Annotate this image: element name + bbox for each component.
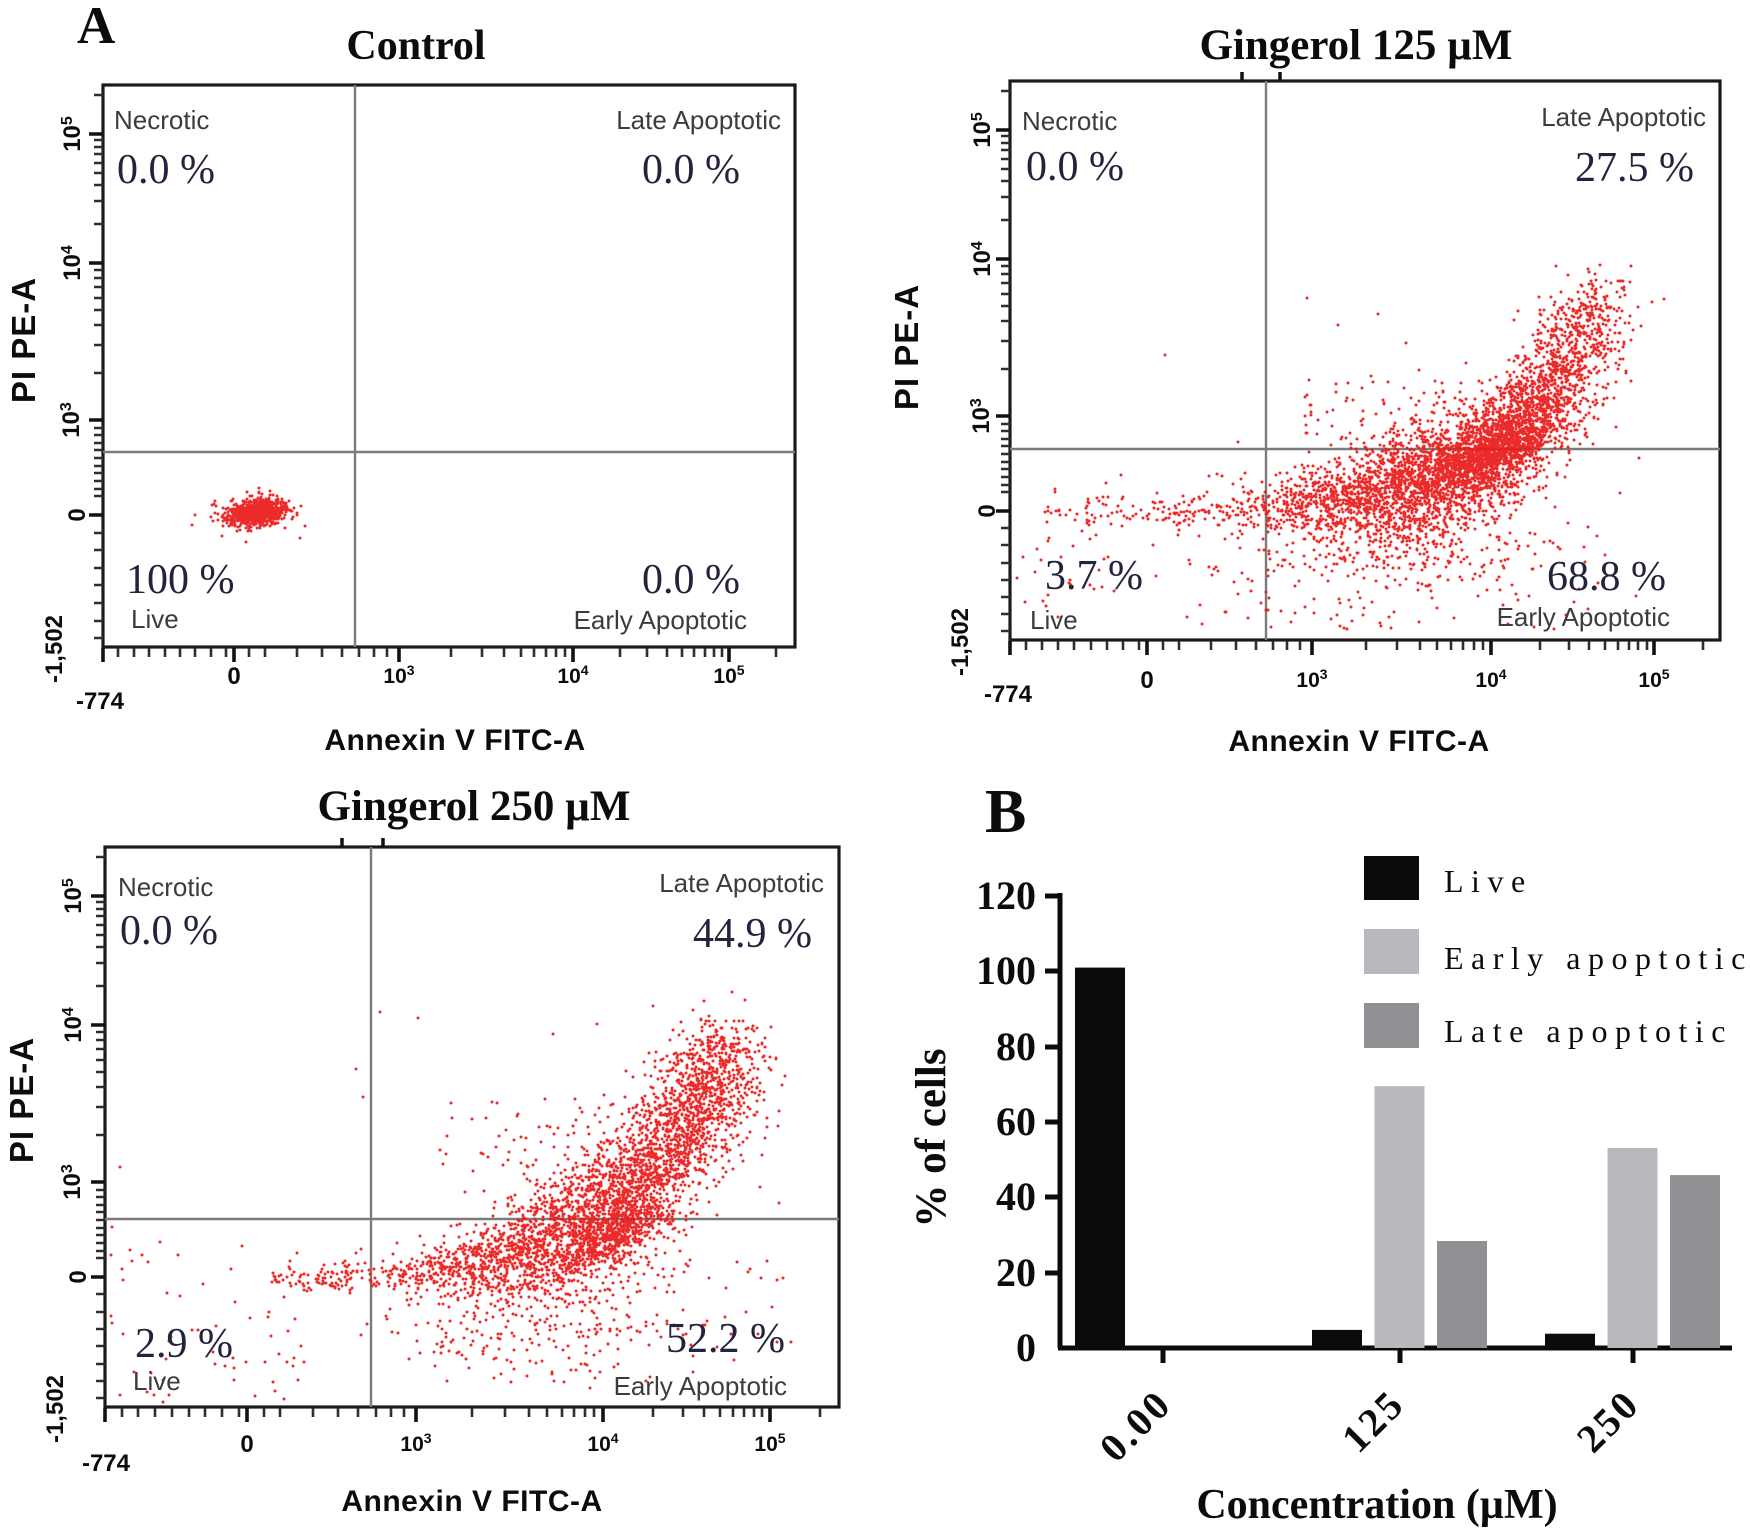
svg-text:Annexin V FITC-A: Annexin V FITC-A xyxy=(341,1485,602,1518)
svg-text:-1,502: -1,502 xyxy=(947,608,974,676)
svg-text:60: 60 xyxy=(996,1099,1036,1144)
svg-text:PI PE-A: PI PE-A xyxy=(3,1037,40,1163)
svg-text:0.0 %: 0.0 % xyxy=(1026,144,1124,190)
svg-text:0.0 %: 0.0 % xyxy=(120,908,218,954)
svg-text:Necrotic: Necrotic xyxy=(1022,106,1117,136)
svg-text:Early Apoptotic: Early Apoptotic xyxy=(614,1371,787,1401)
svg-text:Early Apoptotic: Early Apoptotic xyxy=(1497,602,1670,632)
svg-text:Live: Live xyxy=(131,604,179,634)
svg-text:0.0 %: 0.0 % xyxy=(117,147,215,193)
svg-text:27.5 %: 27.5 % xyxy=(1575,145,1694,191)
svg-text:0: 0 xyxy=(1016,1325,1036,1370)
svg-text:Late Apoptotic: Late Apoptotic xyxy=(1541,102,1706,132)
svg-text:Live: Live xyxy=(1444,863,1533,899)
svg-text:0: 0 xyxy=(65,1270,92,1283)
svg-text:20: 20 xyxy=(996,1250,1036,1295)
svg-text:Early Apoptotic: Early Apoptotic xyxy=(574,605,747,635)
svg-text:44.9 %: 44.9 % xyxy=(693,911,812,957)
svg-text:100: 100 xyxy=(976,948,1036,993)
svg-text:120: 120 xyxy=(976,873,1036,918)
svg-text:Necrotic: Necrotic xyxy=(118,872,213,902)
svg-text:Annexin V FITC-A: Annexin V FITC-A xyxy=(1228,725,1489,758)
svg-text:-774: -774 xyxy=(984,681,1033,708)
svg-text:0: 0 xyxy=(1140,667,1153,694)
svg-text:0.0 %: 0.0 % xyxy=(642,147,740,193)
svg-text:A: A xyxy=(77,0,115,55)
svg-text:Gingerol 125 µM: Gingerol 125 µM xyxy=(1199,22,1512,69)
svg-text:0: 0 xyxy=(240,1431,253,1458)
svg-text:0: 0 xyxy=(64,508,91,521)
svg-text:PI PE-A: PI PE-A xyxy=(5,277,42,403)
svg-text:B: B xyxy=(985,778,1026,846)
svg-text:2.9 %: 2.9 % xyxy=(135,1321,233,1367)
svg-text:0: 0 xyxy=(974,504,1001,517)
svg-text:-1,502: -1,502 xyxy=(41,615,68,683)
svg-text:0.0 %: 0.0 % xyxy=(642,557,740,603)
svg-text:Live: Live xyxy=(133,1366,181,1396)
svg-text:PI PE-A: PI PE-A xyxy=(888,284,925,410)
svg-text:40: 40 xyxy=(996,1174,1036,1219)
svg-text:Late Apoptotic: Late Apoptotic xyxy=(659,868,824,898)
svg-text:100 %: 100 % xyxy=(126,557,235,603)
svg-text:68.8 %: 68.8 % xyxy=(1547,554,1666,600)
svg-text:% of cells: % of cells xyxy=(908,1048,955,1227)
svg-text:Late Apoptotic: Late Apoptotic xyxy=(616,105,781,135)
svg-text:Early apoptotic: Early apoptotic xyxy=(1444,940,1750,976)
svg-text:Late apoptotic: Late apoptotic xyxy=(1444,1013,1733,1049)
svg-text:52.2 %: 52.2 % xyxy=(666,1316,785,1362)
svg-text:-774: -774 xyxy=(82,1450,131,1477)
svg-text:Control: Control xyxy=(346,23,485,69)
svg-text:-1,502: -1,502 xyxy=(42,1375,69,1443)
svg-text:Annexin V FITC-A: Annexin V FITC-A xyxy=(324,724,585,757)
svg-text:-774: -774 xyxy=(76,688,125,715)
svg-text:3.7 %: 3.7 % xyxy=(1045,553,1143,599)
svg-text:Concentration (µM): Concentration (µM) xyxy=(1196,1482,1557,1528)
svg-text:Gingerol 250 µM: Gingerol 250 µM xyxy=(317,783,630,830)
svg-text:80: 80 xyxy=(996,1024,1036,1069)
svg-text:Necrotic: Necrotic xyxy=(114,105,209,135)
svg-text:0: 0 xyxy=(227,663,240,690)
svg-text:Live: Live xyxy=(1030,605,1078,635)
